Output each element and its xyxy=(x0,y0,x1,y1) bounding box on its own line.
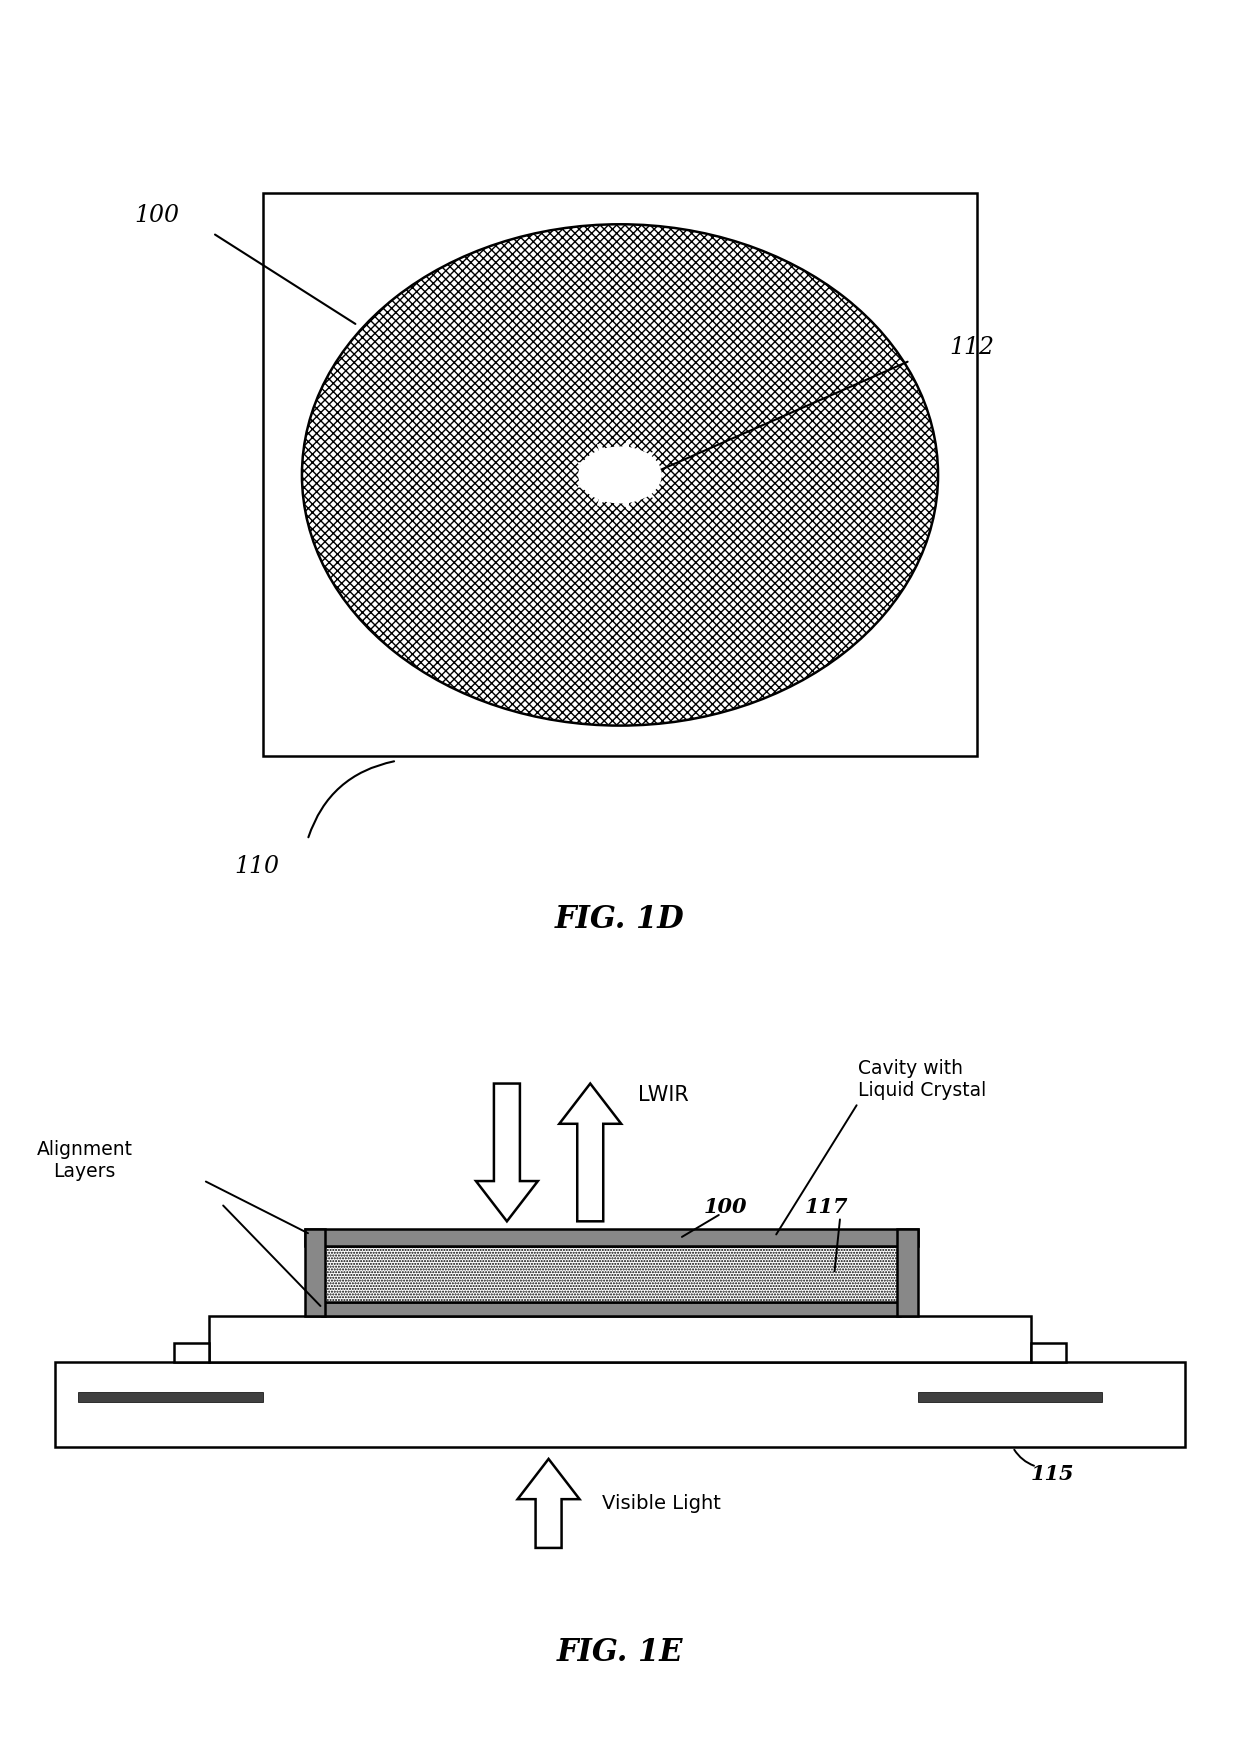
Text: Visible Light: Visible Light xyxy=(603,1495,720,1513)
Bar xyxy=(305,1230,325,1316)
Text: FIG. 1E: FIG. 1E xyxy=(557,1638,683,1668)
Text: LWIR: LWIR xyxy=(637,1085,688,1105)
Text: Cavity with
Liquid Crystal: Cavity with Liquid Crystal xyxy=(858,1059,986,1099)
Bar xyxy=(305,1230,918,1245)
Bar xyxy=(898,1230,918,1316)
Polygon shape xyxy=(517,1458,579,1548)
Polygon shape xyxy=(559,1084,621,1221)
Bar xyxy=(174,1342,210,1361)
Bar xyxy=(322,1302,900,1316)
Text: 115: 115 xyxy=(1030,1465,1074,1485)
Polygon shape xyxy=(476,1084,538,1221)
Bar xyxy=(210,1316,1030,1361)
Bar xyxy=(918,1391,1102,1402)
Text: 110: 110 xyxy=(234,855,280,878)
Text: 100: 100 xyxy=(134,204,180,227)
Text: FIG. 1D: FIG. 1D xyxy=(556,904,684,934)
Ellipse shape xyxy=(578,447,662,503)
Bar xyxy=(55,1361,1185,1448)
Bar xyxy=(78,1391,263,1402)
Text: 117: 117 xyxy=(805,1198,848,1217)
Bar xyxy=(263,193,977,756)
Polygon shape xyxy=(578,440,665,510)
Bar xyxy=(322,1245,900,1302)
Text: 112: 112 xyxy=(949,336,994,359)
Text: Alignment
Layers: Alignment Layers xyxy=(37,1140,133,1182)
Bar xyxy=(1030,1342,1066,1361)
Circle shape xyxy=(301,225,939,726)
Text: 100: 100 xyxy=(703,1198,746,1217)
